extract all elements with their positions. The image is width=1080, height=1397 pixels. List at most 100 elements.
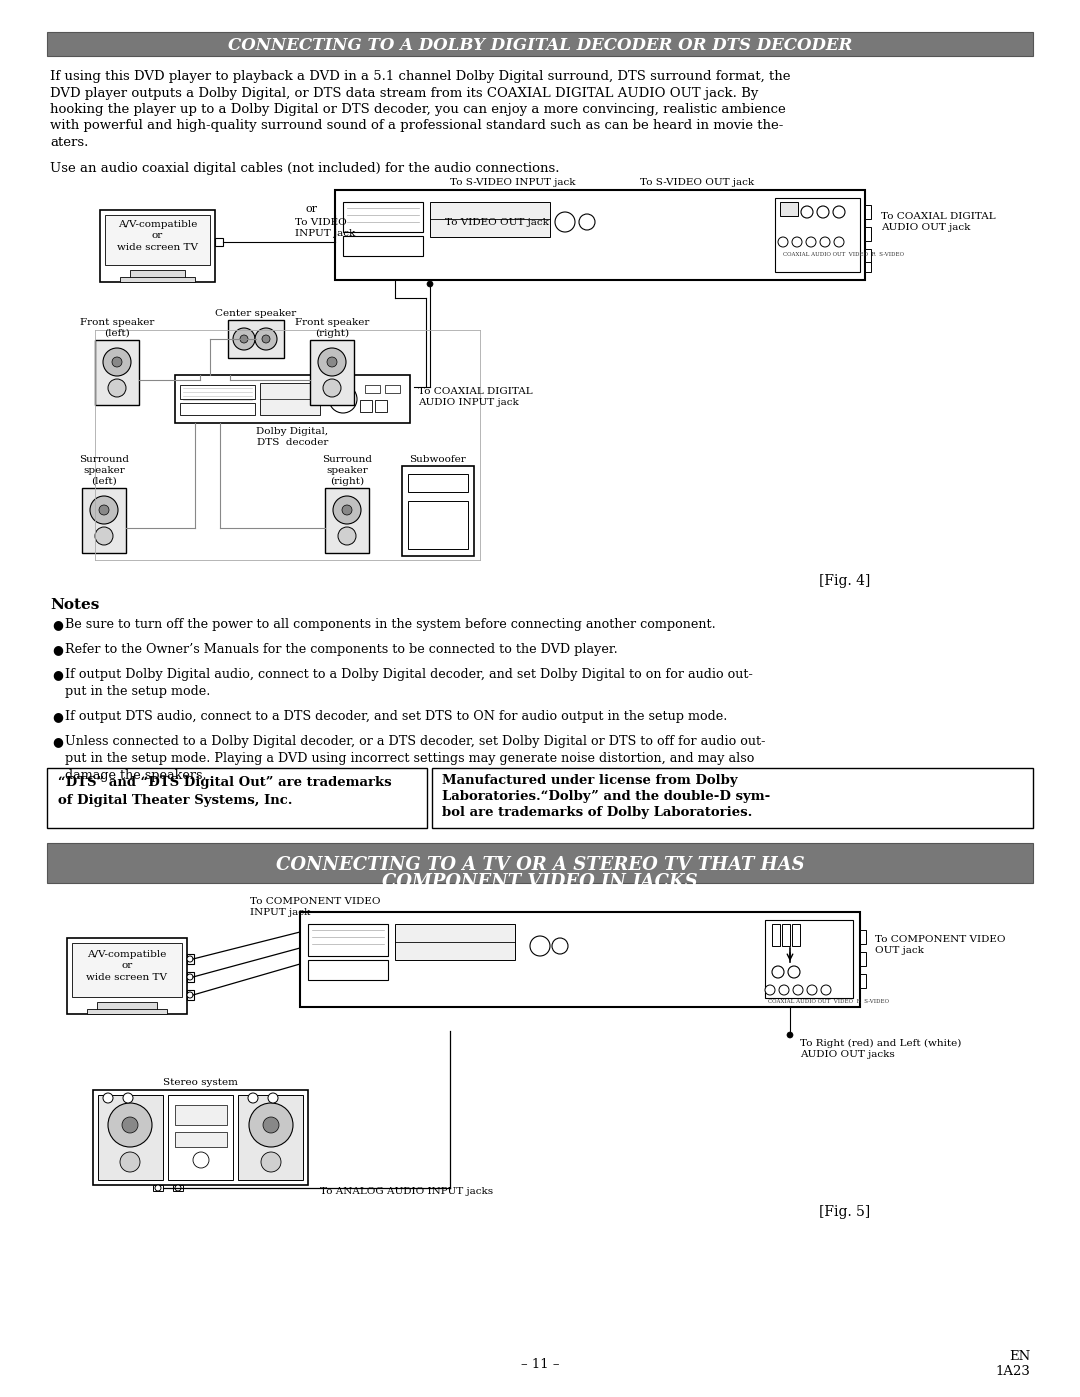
Bar bbox=[82, 488, 126, 553]
Circle shape bbox=[90, 496, 118, 524]
Text: Subwoofer: Subwoofer bbox=[409, 455, 467, 464]
Text: of Digital Theater Systems, Inc.: of Digital Theater Systems, Inc. bbox=[58, 793, 293, 807]
Text: Be sure to turn off the power to all components in the system before connecting : Be sure to turn off the power to all com… bbox=[65, 617, 716, 631]
Bar bbox=[308, 923, 388, 956]
Bar bbox=[432, 768, 1032, 828]
Text: Notes: Notes bbox=[50, 598, 99, 612]
Text: Unless connected to a Dolby Digital decoder, or a DTS decoder, set Dolby Digital: Unless connected to a Dolby Digital deco… bbox=[65, 735, 766, 782]
Text: To Right (red) and Left (white)
AUDIO OUT jacks: To Right (red) and Left (white) AUDIO OU… bbox=[800, 1039, 961, 1059]
Bar bbox=[168, 1095, 233, 1180]
Bar bbox=[865, 263, 870, 272]
Text: To COAXIAL DIGITAL
AUDIO OUT jack: To COAXIAL DIGITAL AUDIO OUT jack bbox=[881, 212, 996, 232]
Circle shape bbox=[108, 379, 126, 397]
Bar bbox=[384, 386, 400, 393]
Circle shape bbox=[772, 965, 784, 978]
Circle shape bbox=[99, 504, 109, 515]
Circle shape bbox=[816, 205, 829, 218]
Circle shape bbox=[779, 985, 789, 995]
Text: To COAXIAL DIGITAL
AUDIO INPUT jack: To COAXIAL DIGITAL AUDIO INPUT jack bbox=[418, 387, 532, 407]
Text: Center speaker: Center speaker bbox=[215, 309, 297, 319]
Text: COAXIAL AUDIO OUT  VIDEO  R  S-VIDEO: COAXIAL AUDIO OUT VIDEO R S-VIDEO bbox=[783, 251, 904, 257]
Text: Surround
speaker
(right): Surround speaker (right) bbox=[322, 454, 372, 486]
Circle shape bbox=[792, 237, 802, 247]
Text: aters.: aters. bbox=[50, 136, 89, 149]
Bar bbox=[365, 386, 380, 393]
Circle shape bbox=[175, 1185, 181, 1192]
Bar bbox=[860, 930, 866, 944]
Bar bbox=[360, 400, 372, 412]
Circle shape bbox=[318, 348, 346, 376]
Text: DVD player outputs a Dolby Digital, or DTS data stream from its COAXIAL DIGITAL : DVD player outputs a Dolby Digital, or D… bbox=[50, 87, 758, 99]
Bar bbox=[865, 249, 870, 263]
Bar bbox=[260, 383, 320, 415]
Bar bbox=[865, 205, 870, 219]
Bar bbox=[175, 374, 410, 423]
Circle shape bbox=[233, 328, 255, 351]
Bar bbox=[780, 203, 798, 217]
Text: To COMPONENT VIDEO
INPUT jack: To COMPONENT VIDEO INPUT jack bbox=[249, 897, 380, 916]
Circle shape bbox=[156, 1185, 161, 1192]
Text: CONNECTING TO A TV OR A STEREO TV THAT HAS: CONNECTING TO A TV OR A STEREO TV THAT H… bbox=[275, 856, 805, 875]
Circle shape bbox=[579, 214, 595, 231]
Text: To VIDEO OUT jack: To VIDEO OUT jack bbox=[445, 218, 549, 226]
Bar bbox=[238, 1095, 303, 1180]
Bar bbox=[308, 960, 388, 981]
Bar bbox=[48, 842, 1032, 883]
Circle shape bbox=[552, 937, 568, 954]
Bar bbox=[865, 226, 870, 242]
Circle shape bbox=[327, 358, 337, 367]
Bar bbox=[860, 951, 866, 965]
Text: If output Dolby Digital audio, connect to a Dolby Digital decoder, and set Dolby: If output Dolby Digital audio, connect t… bbox=[65, 668, 753, 698]
Circle shape bbox=[778, 237, 788, 247]
Circle shape bbox=[123, 1092, 133, 1104]
Circle shape bbox=[103, 348, 131, 376]
Circle shape bbox=[801, 205, 813, 218]
Bar bbox=[792, 923, 800, 946]
Text: 1A23: 1A23 bbox=[995, 1365, 1030, 1377]
Text: ●: ● bbox=[52, 643, 63, 657]
Text: Front speaker
(right): Front speaker (right) bbox=[295, 317, 369, 338]
Text: “DTS” and “DTS Digital Out” are trademarks: “DTS” and “DTS Digital Out” are trademar… bbox=[58, 775, 392, 789]
Text: CONNECTING TO A DOLBY DIGITAL DECODER OR DTS DECODER: CONNECTING TO A DOLBY DIGITAL DECODER OR… bbox=[228, 36, 852, 53]
Circle shape bbox=[249, 1104, 293, 1147]
Circle shape bbox=[793, 985, 804, 995]
Bar bbox=[72, 943, 183, 997]
Circle shape bbox=[807, 985, 816, 995]
Text: hooking the player up to a Dolby Digital or DTS decoder, you can enjoy a more co: hooking the player up to a Dolby Digital… bbox=[50, 103, 786, 116]
Circle shape bbox=[806, 237, 816, 247]
Bar bbox=[173, 1185, 183, 1192]
Bar bbox=[343, 236, 423, 256]
Bar bbox=[187, 990, 194, 1000]
Circle shape bbox=[240, 335, 248, 344]
Bar bbox=[105, 215, 210, 265]
Bar bbox=[375, 400, 387, 412]
Text: Surround
speaker
(left): Surround speaker (left) bbox=[79, 455, 129, 486]
Bar bbox=[300, 912, 860, 1007]
Bar bbox=[310, 339, 354, 405]
Circle shape bbox=[555, 212, 575, 232]
Text: ●: ● bbox=[52, 735, 63, 747]
Circle shape bbox=[530, 936, 550, 956]
Text: To S-VIDEO INPUT jack: To S-VIDEO INPUT jack bbox=[450, 177, 576, 187]
Bar bbox=[343, 203, 423, 232]
Circle shape bbox=[787, 1032, 793, 1038]
Circle shape bbox=[187, 956, 193, 963]
Text: To ANALOG AUDIO INPUT jacks: To ANALOG AUDIO INPUT jacks bbox=[320, 1187, 494, 1196]
Text: Manufactured under license from Dolby: Manufactured under license from Dolby bbox=[442, 774, 738, 787]
Bar bbox=[180, 386, 255, 400]
Circle shape bbox=[765, 985, 775, 995]
Circle shape bbox=[187, 974, 193, 981]
Bar bbox=[93, 1090, 308, 1185]
Bar bbox=[175, 1132, 227, 1147]
Bar bbox=[187, 972, 194, 982]
Bar bbox=[775, 198, 860, 272]
Text: If using this DVD player to playback a DVD in a 5.1 channel Dolby Digital surrou: If using this DVD player to playback a D… bbox=[50, 70, 791, 82]
Text: ●: ● bbox=[52, 617, 63, 631]
Text: – 11 –: – 11 – bbox=[521, 1358, 559, 1370]
Circle shape bbox=[427, 281, 433, 286]
Circle shape bbox=[342, 504, 352, 515]
Circle shape bbox=[820, 237, 831, 247]
Circle shape bbox=[248, 1092, 258, 1104]
Circle shape bbox=[821, 985, 831, 995]
Text: Stereo system: Stereo system bbox=[163, 1078, 238, 1087]
